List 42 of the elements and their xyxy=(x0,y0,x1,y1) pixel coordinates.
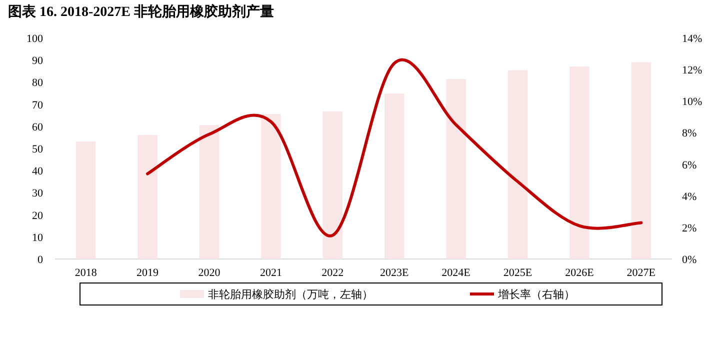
bar xyxy=(322,111,343,259)
bar xyxy=(76,141,96,259)
y-tick-label: 40 xyxy=(32,166,44,178)
x-tick-label: 2021 xyxy=(260,267,282,279)
y2-tick-label: 12% xyxy=(682,64,702,77)
y2-tick-label: 0% xyxy=(682,254,697,266)
x-tick-label: 2023E xyxy=(380,267,409,279)
bar xyxy=(138,135,158,259)
y-tick-label: 10 xyxy=(32,232,44,244)
y2-tick-label: 2% xyxy=(682,222,697,234)
y-tick-label: 50 xyxy=(32,144,44,156)
y-tick-label: 0 xyxy=(38,254,44,266)
legend-label: 增长率（右轴） xyxy=(497,288,575,301)
chart-title: 图表 16. 2018-2027E 非轮胎用橡胶助剂产量 xyxy=(8,3,274,20)
bar xyxy=(508,70,528,259)
y-tick-label: 80 xyxy=(32,77,44,90)
bar xyxy=(570,66,590,259)
bar xyxy=(446,79,466,259)
x-tick-label: 2018 xyxy=(74,267,98,279)
y-tick-label: 100 xyxy=(26,33,44,45)
y2-tick-label: 10% xyxy=(682,96,702,108)
y-tick-label: 20 xyxy=(32,210,44,222)
y-tick-label: 70 xyxy=(32,99,44,112)
bar xyxy=(384,93,404,259)
x-tick-label: 2020 xyxy=(198,267,221,279)
bar xyxy=(261,114,281,259)
x-tick-label: 2022 xyxy=(322,267,344,279)
x-tick-label: 2025E xyxy=(503,267,532,279)
y2-tick-label: 14% xyxy=(682,33,702,45)
legend-label: 非轮胎用橡胶助剂（万吨，左轴） xyxy=(208,288,373,301)
x-tick-label: 2027E xyxy=(626,267,656,279)
x-tick-label: 2019 xyxy=(136,267,160,279)
y-tick-label: 30 xyxy=(32,188,44,200)
y2-tick-label: 6% xyxy=(682,159,697,172)
y-tick-label: 90 xyxy=(32,55,44,68)
x-tick-label: 2026E xyxy=(565,267,594,279)
y2-tick-label: 4% xyxy=(682,190,697,203)
bar xyxy=(631,62,652,259)
bar xyxy=(199,125,220,259)
y-tick-label: 60 xyxy=(32,121,44,134)
x-tick-label: 2024E xyxy=(442,267,471,279)
y2-tick-label: 8% xyxy=(682,128,697,140)
